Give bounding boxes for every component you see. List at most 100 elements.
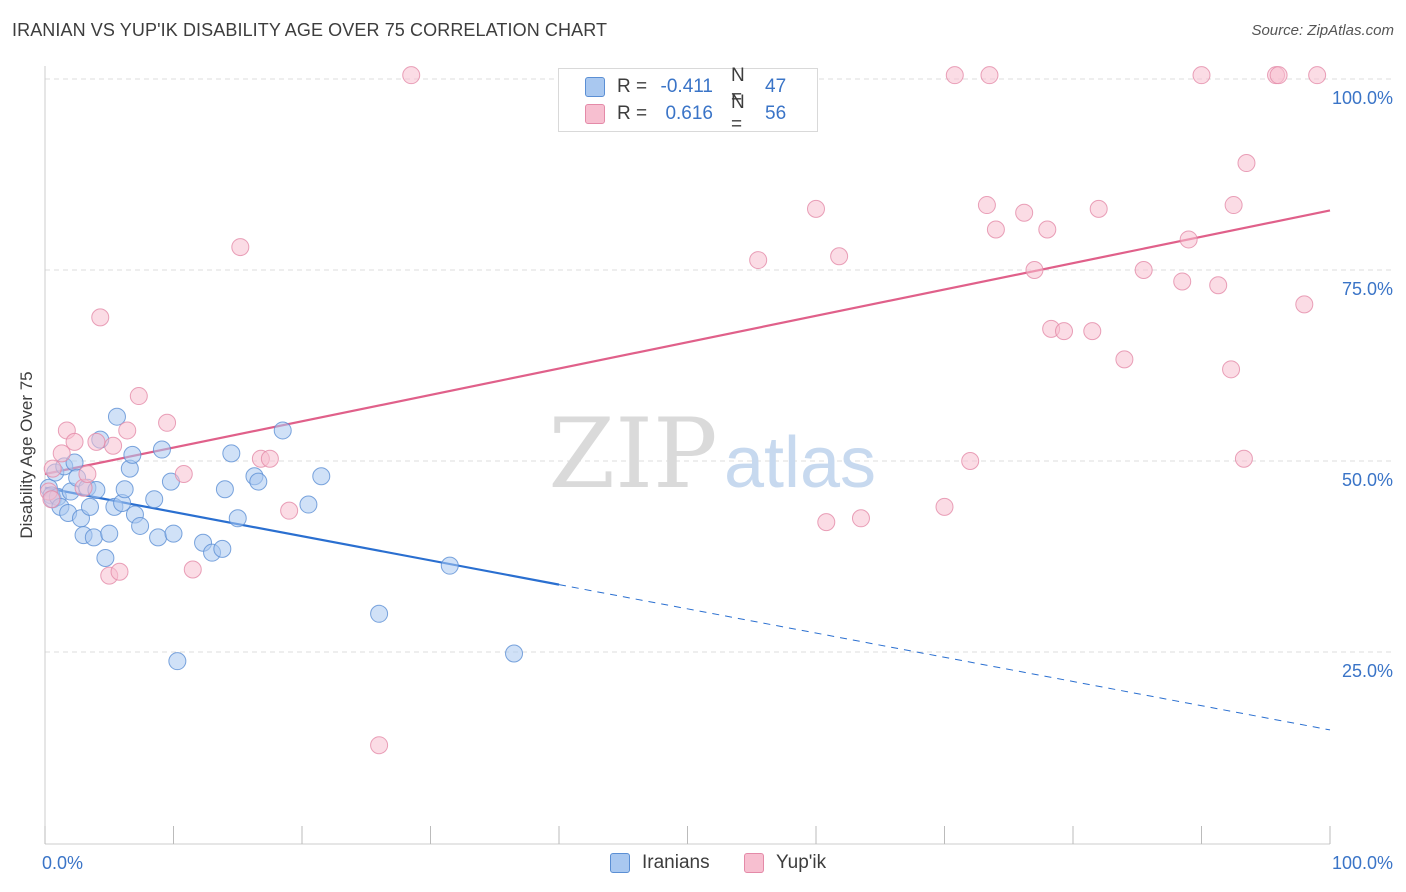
yupik-point (1134, 261, 1153, 279)
iranians-point (370, 604, 389, 623)
yupik-point (78, 464, 97, 483)
yupik-point (1308, 66, 1327, 85)
iranians-point (96, 549, 115, 568)
watermark: ZIP atlas (548, 398, 876, 510)
iranians-point (80, 497, 99, 516)
iranians-legend-swatch-icon (610, 853, 630, 873)
legend-n-label: N = (731, 92, 745, 135)
y-tick-label: 25.0% (1342, 661, 1393, 681)
yupik-point (1269, 66, 1288, 85)
legend-n-value: 47 (765, 76, 787, 97)
chart-title: IRANIAN VS YUP'IK DISABILITY AGE OVER 75… (12, 20, 608, 40)
iranians-point (249, 472, 268, 491)
legend-r-label: R = (617, 76, 648, 97)
yupik-point (1224, 196, 1243, 215)
legend-row-iranians: R = -0.411 N = 47 (585, 65, 787, 108)
iranians-point (152, 440, 171, 459)
yupik-point (1295, 295, 1314, 314)
watermark-zip: ZIP (548, 398, 717, 510)
legend-n-label: N = (731, 65, 745, 108)
yupik-point (158, 413, 177, 432)
yupik-point (830, 247, 849, 266)
yupik-point (110, 562, 129, 581)
yupik-point (87, 432, 106, 451)
iranians-point (213, 539, 232, 558)
yupik-point (129, 387, 148, 406)
iranians-point (123, 445, 142, 464)
yupik-point (402, 66, 421, 85)
yupik-point (104, 436, 123, 455)
yupik-trend-line (44, 209, 1331, 476)
iranians-point (107, 407, 126, 426)
legend-row-yupik: R = 0.616 N = 56 (585, 92, 787, 135)
yupik-point (1115, 350, 1134, 369)
correlation-legend: R = -0.411 N = 47 R = 0.616 N = 56 (558, 65, 818, 135)
yupik-point (231, 238, 250, 257)
yupik-point (945, 66, 964, 85)
yupik-point (935, 497, 954, 516)
yupik-point (851, 509, 870, 528)
watermark-atlas: atlas (724, 423, 876, 503)
iranians-point (215, 480, 234, 499)
yupik-point (1192, 66, 1211, 85)
iranians-point (228, 509, 247, 528)
legend-r-value: 0.616 (665, 103, 713, 124)
yupik-point (91, 308, 110, 327)
iranians-swatch-icon (585, 77, 605, 97)
yupik-point (1055, 322, 1074, 341)
legend-n-value: 56 (765, 103, 787, 124)
yupik-point (817, 513, 836, 532)
tick-labels: 25.0% 50.0% 75.0% 100.0% 0.0% 100.0% (42, 88, 1393, 873)
y-tick-label: 75.0% (1342, 279, 1393, 299)
y-tick-label: 50.0% (1342, 470, 1393, 490)
iranians-point (440, 556, 459, 575)
source-label: Source: ZipAtlas.com (1251, 22, 1394, 39)
yupik-point (370, 736, 389, 755)
iranians-point (100, 524, 119, 543)
yupik-point (980, 66, 999, 85)
yupik-point (961, 452, 980, 470)
yupik-point (1015, 203, 1034, 222)
iranians-point (145, 490, 164, 509)
iranians-point (115, 480, 134, 499)
iranians-trend-extension (558, 584, 1331, 731)
yupik-point (118, 421, 137, 440)
yupik-point (183, 560, 202, 579)
axes (44, 66, 1331, 845)
yupik-point (1237, 154, 1256, 173)
iranians-point (149, 528, 168, 547)
yupik-point (1083, 322, 1102, 341)
y-tick-label: 100.0% (1332, 88, 1393, 108)
legend-r-label: R = (617, 103, 648, 124)
yupik-point (977, 196, 996, 215)
x-tick-label: 0.0% (42, 853, 83, 873)
iranians-point (312, 467, 331, 486)
series-legend: Iranians Yup'ik (0, 850, 1406, 880)
legend-item-yupik: Yup'ik (744, 852, 826, 874)
yupik-point (43, 459, 62, 478)
iranians-point (164, 524, 183, 543)
legend-item-iranians: Iranians (610, 852, 710, 874)
yupik-point (1222, 360, 1241, 379)
iranians-point (168, 652, 187, 671)
legend-label-yupik: Yup'ik (776, 852, 827, 873)
yupik-point (260, 449, 279, 468)
yupik-point (1234, 449, 1253, 468)
yupik-point (1173, 272, 1192, 291)
yupik-point (1025, 261, 1044, 279)
yupik-point (1038, 220, 1057, 239)
yupik-point (1179, 230, 1198, 249)
yupik-point (1089, 199, 1108, 218)
yupik-swatch-icon (585, 104, 605, 124)
iranians-point (131, 516, 150, 535)
iranians-point (505, 644, 524, 663)
iranians-point (299, 495, 318, 514)
yupik-point (52, 444, 71, 463)
iranians-point (222, 444, 241, 463)
yupik-point (807, 199, 825, 218)
data-points (39, 66, 1327, 755)
iranians-point (84, 528, 103, 547)
yupik-point (1209, 276, 1228, 295)
yupik-point (174, 464, 193, 483)
